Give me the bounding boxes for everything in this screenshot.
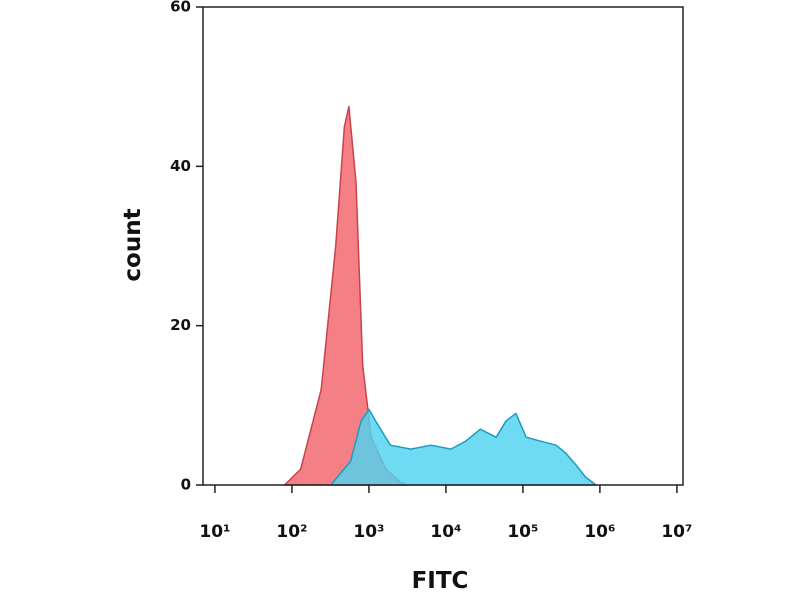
plot-frame: [202, 6, 684, 486]
x-tick-label: 10¹: [199, 522, 230, 542]
x-tick-label: 10⁷: [661, 522, 692, 542]
x-tick-label: 10⁴: [430, 522, 461, 542]
x-tick-label: 10⁶: [584, 522, 615, 542]
plot-area: [283, 105, 597, 486]
x-tick-label: 10⁵: [507, 522, 538, 542]
x-tick-label: 10³: [353, 522, 384, 542]
y-tick-label: 0: [181, 476, 191, 494]
y-axis-title: count: [120, 208, 146, 281]
y-tick-label: 60: [170, 0, 191, 16]
x-axis-title: FITC: [412, 568, 469, 594]
y-tick-label: 20: [170, 316, 191, 334]
histogram-area: [330, 408, 597, 486]
y-tick-label: 40: [170, 157, 191, 175]
x-tick-label: 10²: [276, 522, 307, 542]
